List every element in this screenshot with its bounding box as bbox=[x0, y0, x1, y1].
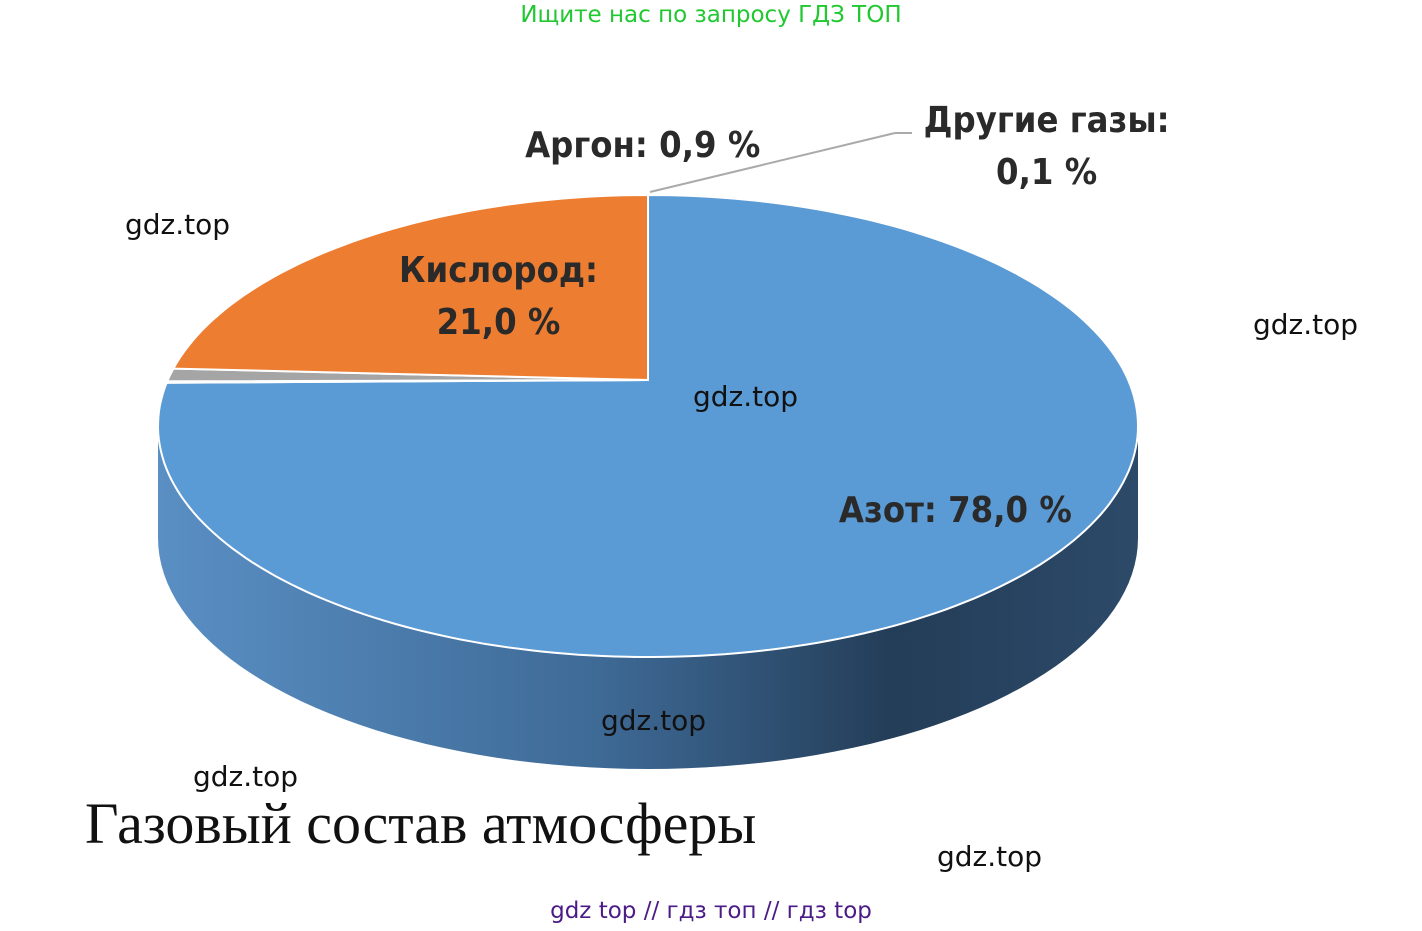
label-oxygen: Кислород: 21,0 % bbox=[399, 245, 598, 349]
watermark: gdz.top bbox=[193, 760, 299, 793]
label-oxygen-value: 21,0 % bbox=[436, 302, 561, 343]
leader-line-other-gases bbox=[649, 132, 896, 193]
watermark: gdz.top bbox=[937, 840, 1043, 873]
watermark: gdz.top bbox=[1253, 308, 1359, 341]
label-oxygen-name: Кислород: bbox=[399, 250, 599, 291]
footer-links: gdz top // гдз топ // гдз top bbox=[550, 898, 872, 924]
pie-slice-Азот bbox=[156, 193, 1140, 658]
pie-slice-Кислород bbox=[171, 193, 649, 382]
chart-title: Газовый состав атмосферы bbox=[85, 791, 757, 856]
watermark: gdz.top bbox=[125, 208, 231, 241]
label-other-gases-name: Другие газы: bbox=[923, 100, 1170, 141]
search-banner: Ищите нас по запросу ГДЗ ТОП bbox=[520, 2, 902, 28]
watermark: gdz.top bbox=[693, 380, 799, 413]
label-other-gases: Другие газы: 0,1 % bbox=[924, 95, 1170, 199]
watermark: gdz.top bbox=[601, 704, 707, 737]
label-argon: Аргон: 0,9 % bbox=[525, 125, 761, 166]
label-nitrogen: Азот: 78,0 % bbox=[838, 490, 1072, 531]
label-other-gases-value: 0,1 % bbox=[996, 152, 1098, 193]
pie-side-nitrogen bbox=[158, 426, 1138, 769]
